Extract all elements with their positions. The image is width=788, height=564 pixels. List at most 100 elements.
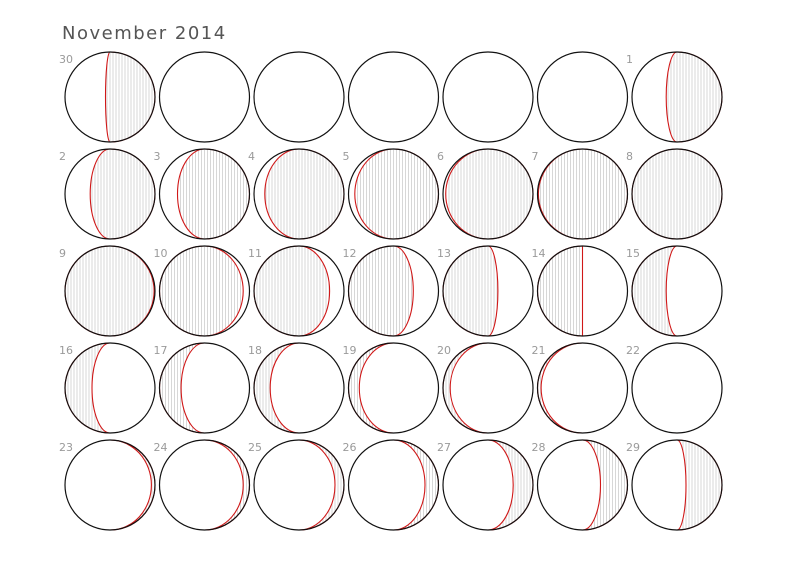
moon-terminator	[582, 439, 629, 531]
moon-outline	[536, 342, 629, 434]
moon-outline	[536, 439, 629, 531]
moon-outline	[631, 342, 723, 434]
moon-blank-cell	[253, 51, 345, 143]
day-number: 4	[248, 150, 255, 163]
day-number: 25	[248, 441, 262, 454]
day-number: 6	[437, 150, 444, 163]
moon-outline	[347, 342, 440, 434]
day-number: 30	[59, 53, 73, 66]
moon-terminator	[298, 439, 345, 531]
moon-outline	[631, 148, 723, 240]
moon-day-2: 2	[59, 148, 156, 240]
moon-blank-cell	[442, 51, 534, 143]
moon-hatch	[65, 246, 153, 336]
moon-outline	[442, 245, 534, 337]
moon-day-28: 28	[532, 439, 629, 531]
moon-outline	[158, 439, 251, 531]
moon-terminator	[665, 51, 723, 143]
calendar-title: November 2014	[62, 23, 227, 44]
day-number: 21	[532, 344, 546, 357]
day-number: 26	[343, 441, 357, 454]
day-number: 16	[59, 344, 73, 357]
day-number: 28	[532, 441, 546, 454]
moon-outline	[631, 51, 723, 143]
moon-day-6: 6	[437, 148, 534, 240]
moon-day-11: 11	[248, 245, 345, 337]
day-number: 12	[343, 247, 357, 260]
moon-terminator	[89, 148, 156, 240]
moon-outline	[536, 148, 629, 240]
day-number: 5	[343, 150, 350, 163]
moon-outline	[64, 245, 156, 337]
moon-day-9: 9	[59, 245, 156, 337]
moon-outline	[253, 342, 345, 434]
moon-day-30: 30	[59, 51, 156, 143]
day-number: 23	[59, 441, 73, 454]
moon-blank-cell	[347, 51, 440, 143]
day-number: 9	[59, 247, 66, 260]
day-number: 15	[626, 247, 640, 260]
moon-day-4: 4	[248, 148, 345, 240]
moon-outline	[64, 342, 156, 434]
day-number: 8	[626, 150, 633, 163]
day-number: 17	[154, 344, 168, 357]
moon-outline	[64, 439, 156, 531]
moon-outline	[347, 439, 440, 531]
moon-terminator	[204, 439, 251, 531]
moon-terminator	[442, 245, 499, 337]
moon-outline	[347, 148, 440, 240]
moon-outline	[158, 245, 251, 337]
moon-day-1: 1	[626, 51, 723, 143]
day-number: 18	[248, 344, 262, 357]
day-number: 10	[154, 247, 168, 260]
moon-outline	[442, 439, 534, 531]
moon-day-25: 25	[248, 439, 345, 531]
moon-day-13: 13	[437, 245, 534, 337]
moon-outline	[64, 51, 156, 143]
day-number: 3	[154, 150, 161, 163]
moon-terminator	[253, 245, 331, 337]
moon-outline	[631, 439, 723, 531]
moon-terminator	[676, 439, 723, 531]
moon-outline	[536, 51, 629, 143]
moon-terminator	[347, 245, 414, 337]
day-number: 27	[437, 441, 451, 454]
day-number: 19	[343, 344, 357, 357]
moon-day-23: 23	[59, 439, 156, 531]
day-number: 7	[532, 150, 539, 163]
day-number: 29	[626, 441, 640, 454]
moon-hatch	[265, 149, 344, 239]
moon-outline	[158, 148, 251, 240]
moon-day-18: 18	[248, 342, 345, 434]
day-number: 13	[437, 247, 451, 260]
moon-day-10: 10	[154, 245, 251, 337]
moon-outline	[253, 245, 345, 337]
moon-day-14: 14	[532, 245, 629, 337]
moon-terminator	[109, 439, 156, 531]
moon-outline	[253, 51, 345, 143]
moon-day-3: 3	[154, 148, 251, 240]
moon-outline	[64, 148, 156, 240]
moon-outline	[442, 342, 534, 434]
moon-day-19: 19	[343, 342, 440, 434]
day-number: 11	[248, 247, 262, 260]
moon-terminator	[487, 439, 534, 531]
moon-outline	[442, 51, 534, 143]
day-number: 1	[626, 53, 633, 66]
day-number: 22	[626, 344, 640, 357]
moon-outline	[347, 245, 440, 337]
moon-outline	[158, 51, 251, 143]
day-number: 14	[532, 247, 546, 260]
moon-outline	[253, 148, 345, 240]
day-number: 20	[437, 344, 451, 357]
moon-day-7: 7	[532, 148, 629, 240]
moon-day-5: 5	[343, 148, 440, 240]
day-number: 2	[59, 150, 66, 163]
moon-day-27: 27	[437, 439, 534, 531]
moon-day-16: 16	[59, 342, 156, 434]
moon-day-17: 17	[154, 342, 251, 434]
moon-day-8: 8	[626, 148, 723, 240]
moon-day-24: 24	[154, 439, 251, 531]
moon-day-29: 29	[626, 439, 723, 531]
